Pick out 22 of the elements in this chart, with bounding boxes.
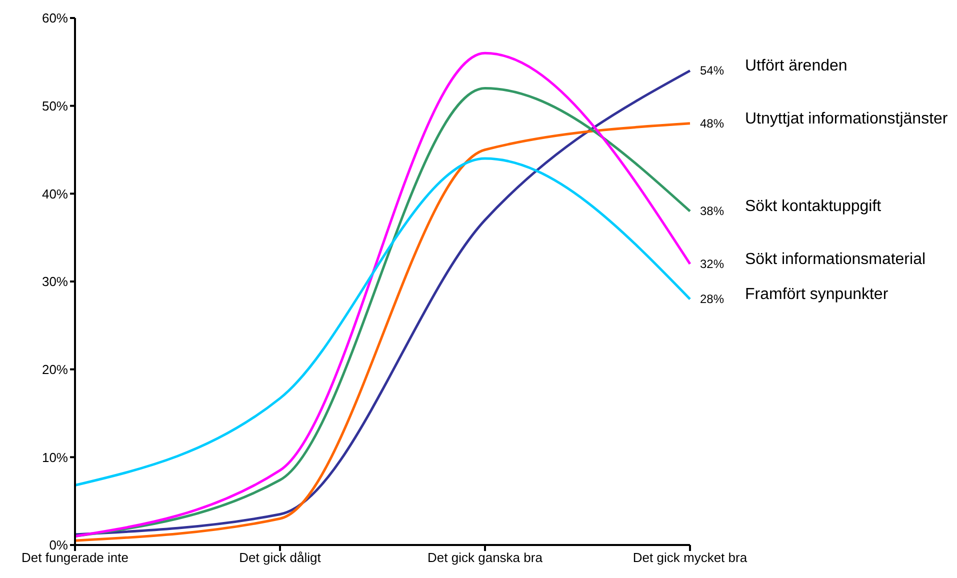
- x-tick-label: Det gick dåligt: [239, 550, 322, 566]
- y-tick-label: 40%: [42, 186, 68, 202]
- text: Sökt kontaktuppgift: [745, 198, 882, 216]
- text: Utnyttjat informationstjänster: [745, 110, 948, 128]
- y-tick-label: 20%: [42, 362, 68, 377]
- data-label: 54%: [700, 64, 724, 78]
- y-tick-label: 10%: [42, 450, 68, 465]
- data-label: 38%: [700, 204, 724, 218]
- text: Sökt informationsmaterial: [745, 250, 926, 268]
- x-tick-label: Det gick ganska bra: [428, 550, 544, 566]
- text: Framfört synpunkter: [745, 286, 889, 304]
- y-tick-label: 50%: [42, 98, 68, 114]
- data-label: 28%: [700, 292, 724, 306]
- x-tick-label: Det gick mycket bra: [632, 550, 748, 566]
- y-tick-label: 30%: [42, 274, 68, 290]
- y-tick-label: 60%: [42, 10, 68, 26]
- data-label: 32%: [700, 256, 724, 271]
- data-label: 48%: [700, 116, 724, 130]
- y-tick-label: 0%: [49, 538, 68, 553]
- line-series: [74, 157, 692, 487]
- text: Utfört ärenden: [745, 58, 848, 75]
- x-tick-label: Det fungerade inte: [22, 550, 128, 566]
